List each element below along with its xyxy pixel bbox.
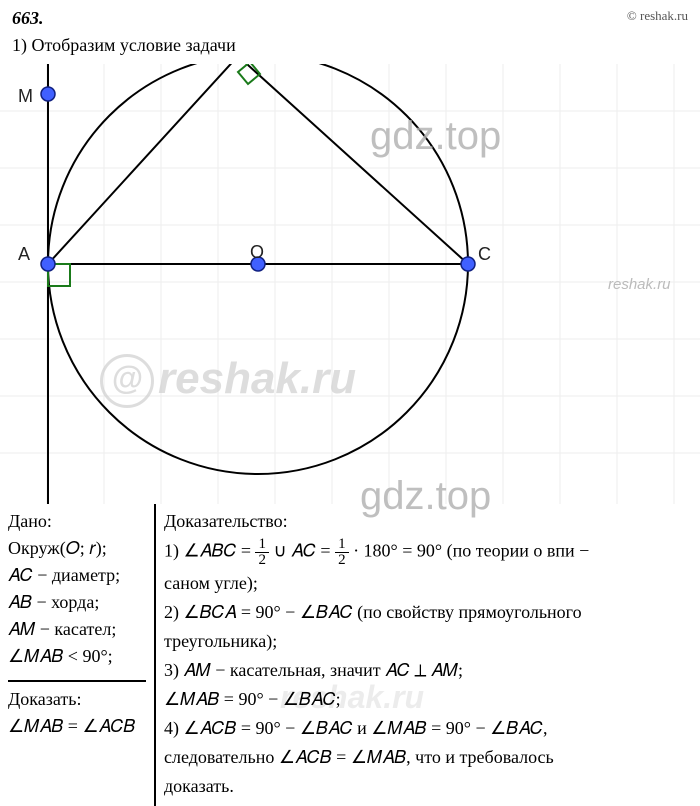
given-title: Дано: (8, 508, 146, 535)
proof-line-1: 1) ∠𝐴𝐵𝐶 = 12 ∪ 𝐴𝐶 = 12 · 180° = 90° (по … (164, 537, 692, 568)
svg-text:A: A (18, 244, 30, 264)
problem-number: 663. (12, 8, 44, 28)
diagram-svg: MBAOC (0, 64, 700, 504)
proof-line-1-cont: саном угле); (164, 570, 692, 597)
watermark-reshak-side: reshak.ru (608, 276, 671, 293)
watermark-gdz-top: gdz.top (370, 114, 501, 159)
proof-line-3: 3) 𝐴𝑀 − касательная, значит 𝐴𝐶 ⊥ 𝐴𝑀; (164, 657, 692, 684)
proof-line-3-cont: ∠𝑀𝐴𝐵 = 90° − ∠𝐵𝐴𝐶; (164, 686, 692, 713)
credit-text: © reshak.ru (627, 8, 688, 24)
proof-line-4: 4) ∠𝐴𝐶𝐵 = 90° − ∠𝐵𝐴𝐶 и ∠𝑀𝐴𝐵 = 90° − ∠𝐵𝐴𝐶… (164, 715, 692, 742)
given-line-2: 𝐴𝐵 − хорда; (8, 589, 146, 616)
proof-line-2: 2) ∠𝐵𝐶𝐴 = 90° − ∠𝐵𝐴𝐶 (по свойству прямоу… (164, 599, 692, 626)
given-line-3: 𝐴𝑀 − касател; (8, 616, 146, 643)
svg-text:M: M (18, 86, 33, 106)
step-title: 1) Отобразим условие задачи (0, 33, 700, 64)
geometry-diagram: MBAOC gdz.top gdz.top reshak.ru reshak.r… (0, 64, 700, 504)
given-line-0: Окруж(𝑂; 𝑟); (8, 535, 146, 562)
proof-line-4-cont2: доказать. (164, 773, 692, 800)
proof-line-2-cont: треугольника); (164, 628, 692, 655)
header: 663. © reshak.ru (0, 0, 700, 33)
prove-title: Доказать: (8, 686, 146, 713)
svg-text:O: O (250, 242, 264, 262)
svg-text:C: C (478, 244, 491, 264)
proof-line-4-cont: следовательно ∠𝐴𝐶𝐵 = ∠𝑀𝐴𝐵, что и требова… (164, 744, 692, 771)
given-line-4: ∠𝑀𝐴𝐵 < 90°; (8, 643, 146, 670)
given-line-1: 𝐴𝐶 − диаметр; (8, 562, 146, 589)
proof-title: Доказательство: (164, 508, 692, 535)
prove-line: ∠𝑀𝐴𝐵 = ∠𝐴𝐶𝐵 (8, 713, 146, 740)
